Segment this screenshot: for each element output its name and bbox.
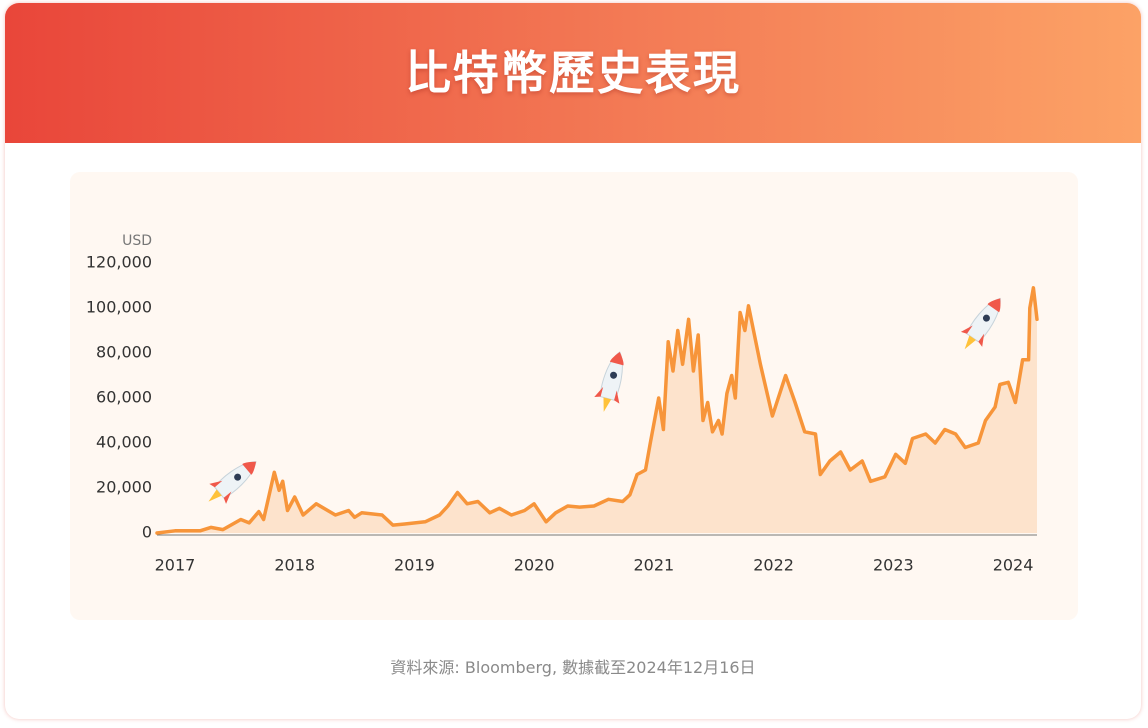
title: 比特幣歷史表現 [405,46,741,100]
y-tick-label: 20,000 [96,478,152,497]
card: 比特幣歷史表現 USD 0 20,000 40,000 60,000 80,000 100… [5,3,1141,719]
rocket [594,351,624,412]
plot-background [70,172,1078,620]
rocket [208,461,257,504]
x-tick-label: 2019 [394,556,435,575]
y-tick-label: 60,000 [96,388,152,407]
y-tick-label: 40,000 [96,433,152,452]
chart: USD 0 20,000 40,000 60,000 80,000 100,000 120,… [86,233,1039,575]
header: 比特幣歷史表現 [5,3,1141,143]
x-tick-label: 2017 [155,556,196,575]
x-tick-label: 2018 [274,556,315,575]
y-tick-label: 0 [142,523,152,542]
y-tick-label: 120,000 [86,253,152,272]
x-tick-label: 2023 [873,556,914,575]
x-tick-label: 2021 [634,556,675,575]
x-tick-label: 2022 [753,556,794,575]
source-note: 資料來源: Bloomberg, 數據截至2024年12月16日 [390,658,756,677]
y-tick-label: 80,000 [96,343,152,362]
area-fill [157,287,1037,533]
y-tick-label: 100,000 [86,298,152,317]
x-tick-label: 2020 [514,556,555,575]
y-axis-label: USD [122,233,152,249]
rocket [960,297,1001,350]
x-tick-label: 2024 [993,556,1034,575]
price-line [155,286,1039,535]
